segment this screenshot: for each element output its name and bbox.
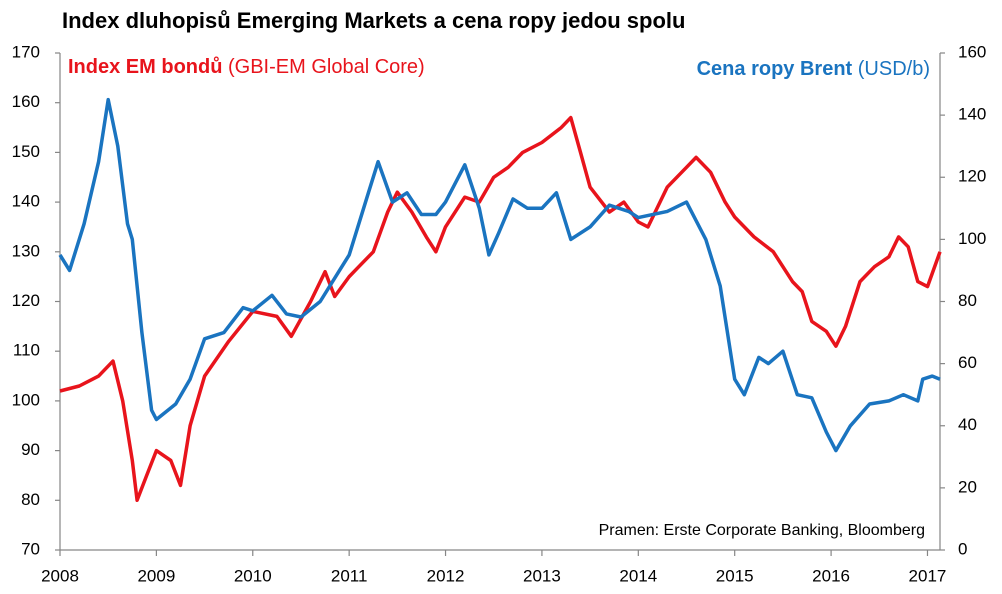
source-note: Pramen: Erste Corporate Banking, Bloombe… [599,522,925,539]
x-tick-label: 2016 [812,566,850,585]
y-tick-label: 160 [12,92,40,111]
legend-label: Cena ropy Brent (USD/b) [697,58,930,80]
y-tick-label: 100 [12,390,40,409]
x-tick-label: 2010 [234,566,272,585]
y2-tick-label: 160 [958,42,986,61]
x-tick-label: 2009 [137,566,175,585]
series-line [58,97,941,453]
y-tick-label: 120 [12,291,40,310]
y2-tick-label: 100 [958,229,986,248]
x-tick-label: 2011 [331,566,368,585]
x-tick-label: 2013 [523,566,561,585]
y-tick-label: 170 [12,42,40,61]
y-tick-label: 80 [21,490,40,509]
y-tick-label: 140 [12,192,40,211]
y-tick-label: 70 [21,539,40,558]
y-tick-label: 90 [21,440,40,459]
y-tick-label: 110 [13,341,40,360]
x-tick-label: 2014 [619,566,657,585]
x-tick-label: 2008 [41,566,79,585]
y2-tick-label: 0 [958,539,967,558]
legend-name: Index EM bondů [68,56,222,78]
legend-label: Index EM bondů (GBI-EM Global Core) [68,56,425,78]
y2-tick-label: 80 [958,291,977,310]
legend-name: Cena ropy Brent [697,58,853,80]
legend-unit: (USD/b) [858,58,930,80]
series-line [59,115,942,503]
y2-tick-label: 120 [958,167,986,186]
x-tick-label: 2017 [909,566,947,585]
y2-tick-label: 20 [958,477,977,496]
y2-tick-label: 40 [958,415,977,434]
y-tick-label: 130 [12,241,40,260]
chart-title: Index dluhopisů Emerging Markets a cena … [62,8,685,33]
y2-tick-label: 140 [958,105,986,124]
y2-tick-label: 60 [958,353,977,372]
legend-unit: (GBI-EM Global Core) [228,56,425,78]
y-tick-label: 150 [12,142,40,161]
x-tick-label: 2012 [427,566,465,585]
x-tick-label: 2015 [716,566,754,585]
